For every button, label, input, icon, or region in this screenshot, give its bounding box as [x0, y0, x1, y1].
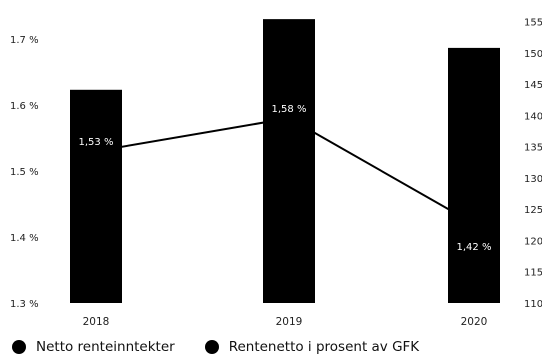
right-tick-label: 125 — [524, 205, 542, 216]
right-tick-label: 145 — [524, 80, 542, 91]
legend-swatch-line — [204, 340, 219, 354]
left-tick-label: 1.6 % — [10, 101, 39, 112]
data-label-2020: 1,42 % — [457, 242, 492, 253]
left-tick-label: 1.5 % — [10, 167, 39, 178]
x-axis-ticks: 2018 2019 2020 — [83, 316, 488, 328]
right-tick-label: 120 — [524, 236, 542, 247]
legend-item-netto-renteinntekter[interactable]: Netto renteinntekter — [12, 339, 175, 355]
bar-series — [70, 19, 500, 304]
data-labels: 1,53 % 1,58 % 1,42 % — [79, 104, 492, 253]
legend-item-rentenetto[interactable]: Rentenetto i prosent av GFK — [204, 339, 420, 355]
right-tick-label: 150 — [524, 49, 542, 60]
right-tick-label: 130 — [524, 174, 542, 185]
x-tick-label: 2018 — [83, 316, 110, 328]
data-label-2018: 1,53 % — [79, 137, 114, 148]
right-tick-label: 110 — [524, 299, 542, 310]
line-rentenetto — [95, 117, 475, 225]
right-axis-ticks: 110 115 120 125 130 135 140 145 150 155 — [524, 18, 542, 310]
left-tick-label: 1.3 % — [10, 299, 39, 310]
left-tick-label: 1.4 % — [10, 233, 39, 244]
right-tick-label: 115 — [524, 268, 542, 279]
legend-label-bar: Netto renteinntekter — [36, 339, 175, 355]
left-axis-ticks: 1.3 % 1.4 % 1.5 % 1.6 % 1.7 % — [10, 35, 39, 310]
right-tick-label: 135 — [524, 143, 542, 154]
legend: Netto renteinntekter Rentenetto i prosen… — [12, 339, 449, 355]
legend-swatch-bar — [12, 340, 26, 354]
bar-2018 — [70, 89, 122, 303]
right-tick-label: 140 — [524, 111, 542, 122]
legend-label-line: Rentenetto i prosent av GFK — [228, 339, 420, 355]
right-tick-label: 155 — [524, 18, 542, 29]
line-series — [95, 117, 475, 225]
data-label-2019: 1,58 % — [272, 104, 307, 115]
bar-2020 — [448, 47, 500, 303]
bar-2019 — [263, 19, 315, 304]
x-tick-label: 2020 — [461, 316, 488, 328]
left-tick-label: 1.7 % — [10, 35, 39, 46]
x-tick-label: 2019 — [276, 316, 303, 328]
